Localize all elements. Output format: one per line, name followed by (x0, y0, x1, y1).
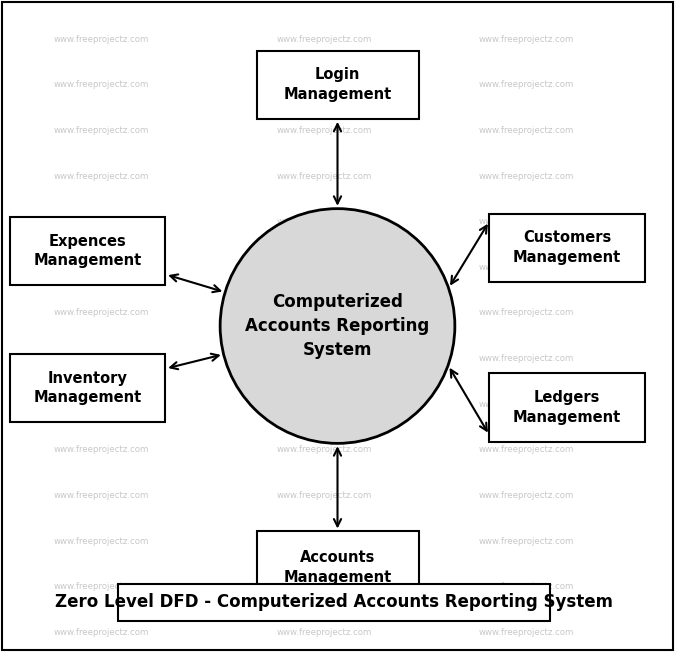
Text: Expences
Management: Expences Management (34, 233, 142, 269)
Text: www.freeprojectz.com: www.freeprojectz.com (53, 308, 149, 318)
Text: www.freeprojectz.com: www.freeprojectz.com (53, 400, 149, 409)
Text: www.freeprojectz.com: www.freeprojectz.com (276, 537, 372, 546)
Text: www.freeprojectz.com: www.freeprojectz.com (53, 582, 149, 591)
Text: www.freeprojectz.com: www.freeprojectz.com (53, 171, 149, 181)
Text: Zero Level DFD - Computerized Accounts Reporting System: Zero Level DFD - Computerized Accounts R… (55, 593, 613, 612)
Text: www.freeprojectz.com: www.freeprojectz.com (276, 628, 372, 637)
Text: www.freeprojectz.com: www.freeprojectz.com (479, 126, 574, 135)
FancyBboxPatch shape (489, 373, 645, 442)
Text: www.freeprojectz.com: www.freeprojectz.com (276, 582, 372, 591)
Text: www.freeprojectz.com: www.freeprojectz.com (53, 80, 149, 89)
FancyBboxPatch shape (489, 213, 645, 282)
Text: www.freeprojectz.com: www.freeprojectz.com (276, 80, 372, 89)
Text: www.freeprojectz.com: www.freeprojectz.com (276, 171, 372, 181)
Text: www.freeprojectz.com: www.freeprojectz.com (479, 263, 574, 272)
Text: www.freeprojectz.com: www.freeprojectz.com (479, 491, 574, 500)
Text: www.freeprojectz.com: www.freeprojectz.com (53, 354, 149, 363)
Text: Accounts
Management: Accounts Management (284, 550, 392, 585)
Text: www.freeprojectz.com: www.freeprojectz.com (53, 126, 149, 135)
Text: www.freeprojectz.com: www.freeprojectz.com (53, 491, 149, 500)
Text: www.freeprojectz.com: www.freeprojectz.com (276, 217, 372, 226)
Text: www.freeprojectz.com: www.freeprojectz.com (479, 308, 574, 318)
Text: www.freeprojectz.com: www.freeprojectz.com (479, 400, 574, 409)
Text: Computerized
Accounts Reporting
System: Computerized Accounts Reporting System (246, 293, 429, 359)
Text: www.freeprojectz.com: www.freeprojectz.com (276, 491, 372, 500)
Text: www.freeprojectz.com: www.freeprojectz.com (276, 263, 372, 272)
FancyBboxPatch shape (256, 50, 418, 119)
Text: www.freeprojectz.com: www.freeprojectz.com (479, 35, 574, 44)
Text: www.freeprojectz.com: www.freeprojectz.com (479, 537, 574, 546)
Text: www.freeprojectz.com: www.freeprojectz.com (479, 217, 574, 226)
Text: www.freeprojectz.com: www.freeprojectz.com (276, 354, 372, 363)
FancyBboxPatch shape (10, 353, 165, 422)
Text: www.freeprojectz.com: www.freeprojectz.com (479, 582, 574, 591)
Text: www.freeprojectz.com: www.freeprojectz.com (53, 445, 149, 454)
Text: www.freeprojectz.com: www.freeprojectz.com (276, 400, 372, 409)
Text: www.freeprojectz.com: www.freeprojectz.com (276, 35, 372, 44)
Text: www.freeprojectz.com: www.freeprojectz.com (53, 35, 149, 44)
Text: Inventory
Management: Inventory Management (34, 370, 142, 406)
Text: Ledgers
Management: Ledgers Management (513, 390, 621, 425)
Text: www.freeprojectz.com: www.freeprojectz.com (479, 171, 574, 181)
Text: www.freeprojectz.com: www.freeprojectz.com (53, 217, 149, 226)
Text: www.freeprojectz.com: www.freeprojectz.com (53, 628, 149, 637)
Text: Login
Management: Login Management (284, 67, 392, 102)
FancyBboxPatch shape (256, 531, 418, 603)
Circle shape (220, 209, 455, 443)
Text: www.freeprojectz.com: www.freeprojectz.com (276, 126, 372, 135)
Text: www.freeprojectz.com: www.freeprojectz.com (276, 308, 372, 318)
Text: www.freeprojectz.com: www.freeprojectz.com (479, 80, 574, 89)
Text: www.freeprojectz.com: www.freeprojectz.com (53, 263, 149, 272)
Text: Customers
Management: Customers Management (513, 230, 621, 265)
FancyBboxPatch shape (10, 216, 165, 286)
Text: www.freeprojectz.com: www.freeprojectz.com (479, 628, 574, 637)
Text: www.freeprojectz.com: www.freeprojectz.com (276, 445, 372, 454)
FancyBboxPatch shape (118, 584, 550, 621)
Text: www.freeprojectz.com: www.freeprojectz.com (53, 537, 149, 546)
Text: www.freeprojectz.com: www.freeprojectz.com (479, 445, 574, 454)
Text: www.freeprojectz.com: www.freeprojectz.com (479, 354, 574, 363)
